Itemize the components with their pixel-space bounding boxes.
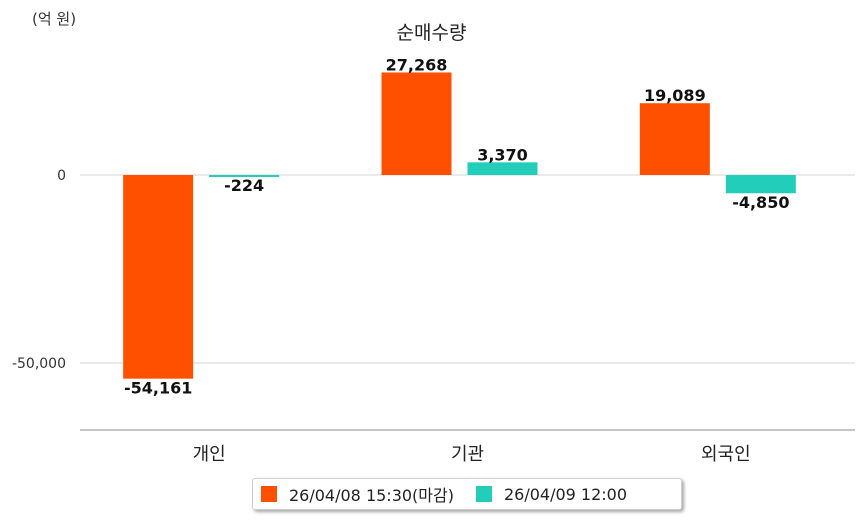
legend-label-series-1: 26/04/08 15:30(마감) bbox=[289, 486, 454, 505]
y-tick-label: 0 bbox=[57, 168, 66, 184]
legend-swatch-series-2 bbox=[475, 486, 492, 502]
legend-label-series-2: 26/04/09 12:00 bbox=[503, 484, 628, 504]
data-label-2-1: 3,370 bbox=[477, 145, 528, 164]
data-label-1-2: 19,089 bbox=[644, 86, 706, 105]
bar-1-1 bbox=[381, 72, 452, 175]
x-tick-label: 개인 bbox=[193, 444, 226, 465]
unit-label: (억 원) bbox=[32, 10, 77, 28]
legend-swatch-series-1 bbox=[261, 486, 277, 502]
bar-1-0 bbox=[123, 175, 194, 379]
y-tick-label: -50,000 bbox=[12, 356, 66, 372]
bar-2-0 bbox=[209, 175, 280, 177]
x-tick-label: 외국인 bbox=[701, 444, 751, 465]
legend-item-series-2[interactable]: 26/04/09 12:00 bbox=[475, 484, 628, 504]
data-label-2-0: -224 bbox=[224, 176, 264, 195]
bar-2-2 bbox=[725, 175, 796, 194]
data-label-1-1: 27,268 bbox=[386, 55, 448, 74]
x-tick-label: 기관 bbox=[451, 444, 484, 465]
legend: 26/04/08 15:30(마감) 26/04/09 12:00 bbox=[252, 478, 682, 510]
bar-1-2 bbox=[639, 103, 710, 175]
bar-2-1 bbox=[467, 162, 538, 175]
legend-item-series-1[interactable]: 26/04/08 15:30(마감) bbox=[261, 482, 454, 506]
data-label-2-2: -4,850 bbox=[732, 193, 789, 212]
chart-title: 순매수량 bbox=[396, 22, 467, 44]
data-label-1-0: -54,161 bbox=[124, 379, 192, 398]
